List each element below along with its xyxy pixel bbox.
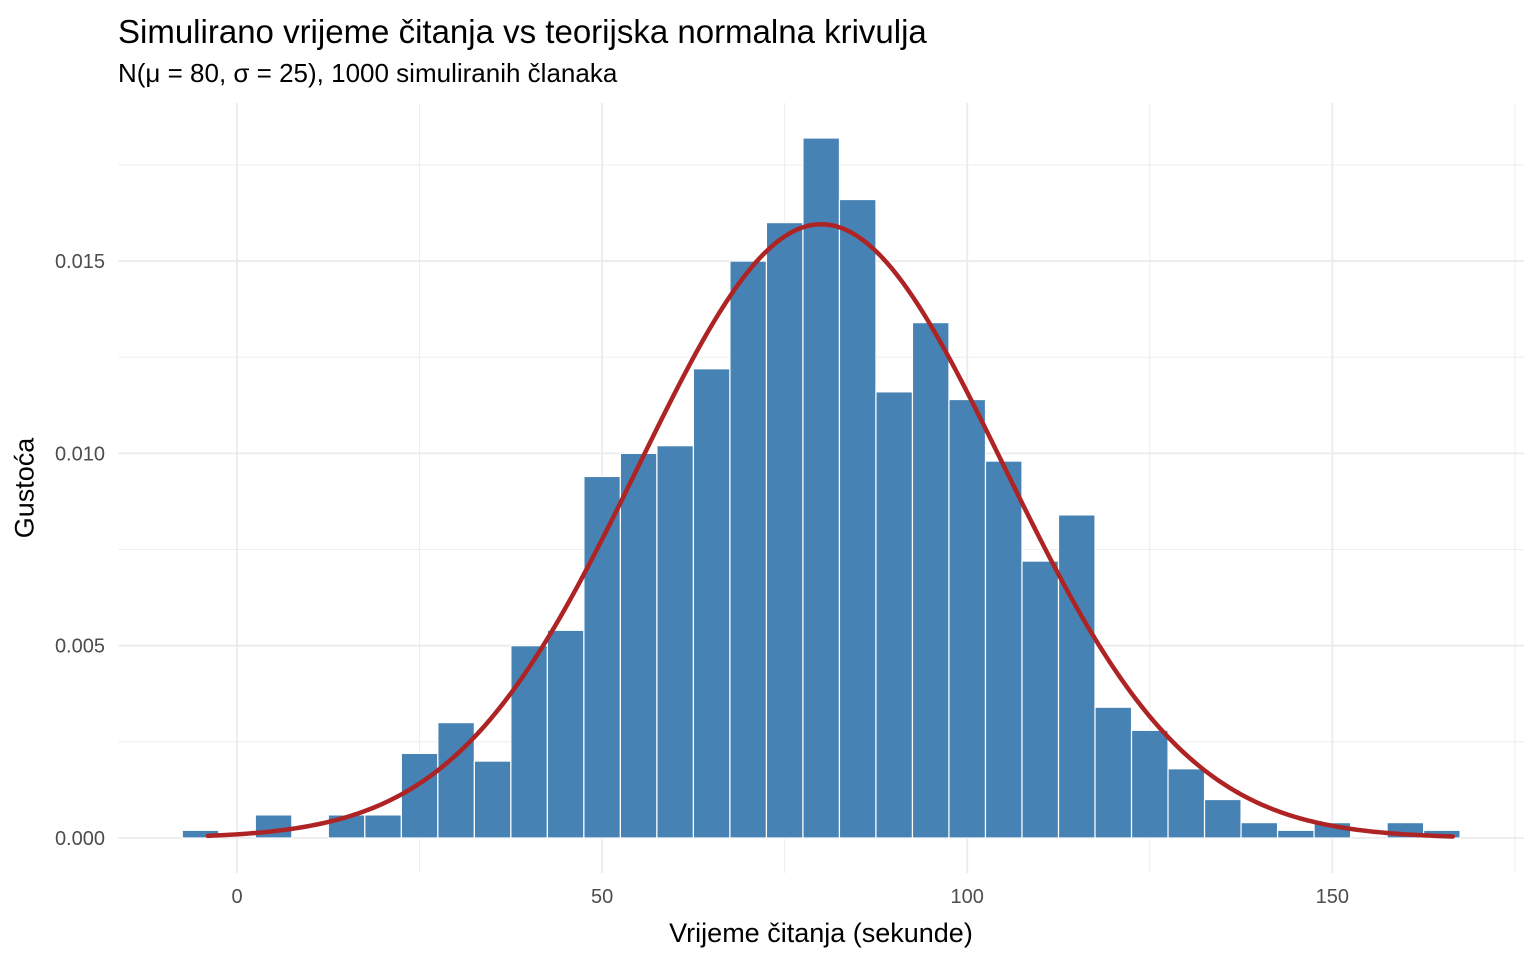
histogram-bar (1240, 822, 1279, 839)
histogram-bar (400, 752, 439, 839)
normal-density-curve (205, 221, 1456, 839)
y-tick-label: 0.015 (55, 251, 105, 273)
histogram-bar (1167, 768, 1206, 839)
histogram-bars (181, 137, 1461, 839)
histogram-bar (656, 445, 695, 839)
histogram-bar (1057, 514, 1096, 839)
histogram-bar (984, 460, 1023, 839)
histogram-bar (948, 398, 987, 839)
x-axis-title: Vrijeme čitanja (sekunde) (669, 918, 973, 948)
histogram-bar (1094, 706, 1133, 839)
y-tick-label: 0.000 (55, 828, 105, 850)
histogram-bar (473, 760, 512, 839)
normal-curve-layer (205, 221, 1456, 839)
x-tick-label: 50 (591, 886, 613, 908)
histogram-bar (802, 137, 841, 839)
histogram-bar (692, 368, 731, 839)
y-tick-label: 0.010 (55, 443, 105, 465)
y-tick-label: 0.005 (55, 636, 105, 658)
histogram-bar (1021, 560, 1060, 839)
x-tick-label: 150 (1316, 886, 1349, 908)
histogram-bar (1203, 798, 1242, 839)
histogram-bar (510, 645, 548, 839)
histogram-bar (875, 391, 914, 839)
histogram-bar (1276, 829, 1315, 839)
histogram-bar (546, 629, 585, 839)
histogram-bar (838, 198, 877, 839)
histogram-bar (765, 222, 804, 839)
y-axis-title: Gustoća (9, 437, 40, 539)
axis-tick-labels: 0 50 100 150 0.000 0.005 0.010 0.015 (55, 251, 1349, 908)
x-tick-label: 100 (951, 886, 984, 908)
histogram-bar (364, 814, 402, 839)
histogram-bar (911, 322, 950, 839)
plot-title: Simulirano vrijeme čitanja vs teorijska … (118, 13, 927, 50)
x-tick-label: 0 (232, 886, 243, 908)
plot-subtitle: N(μ = 80, σ = 25), 1000 simuliranih član… (118, 58, 618, 88)
histogram-bar (619, 452, 658, 839)
histogram-bar (583, 475, 622, 839)
histogram-bar (1130, 729, 1169, 839)
histogram-bar (729, 260, 768, 839)
